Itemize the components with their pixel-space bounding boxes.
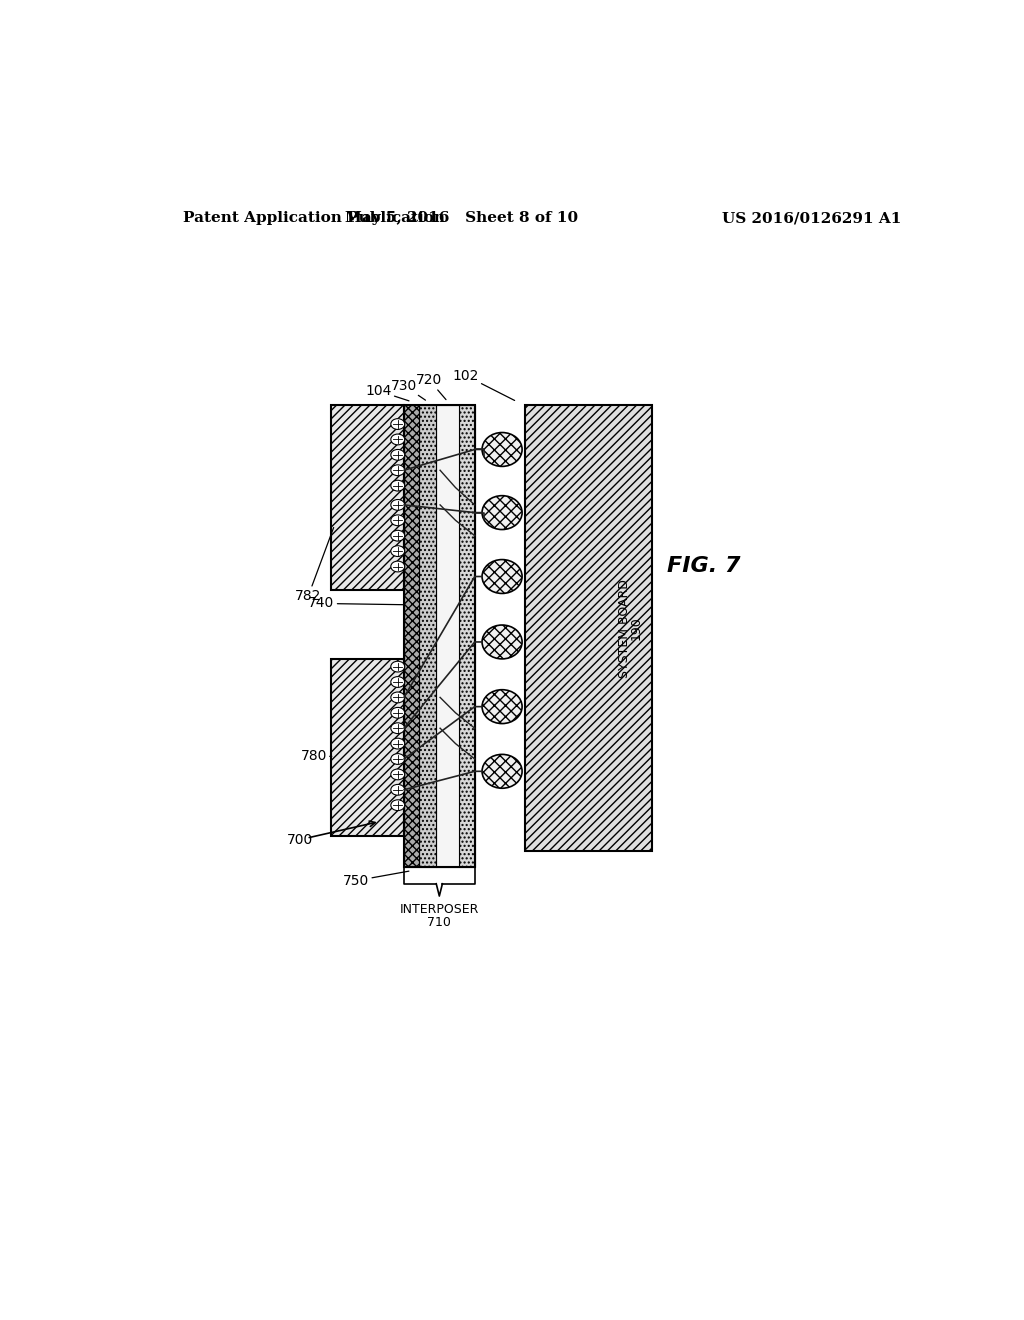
- Text: Patent Application Publication: Patent Application Publication: [183, 211, 444, 226]
- Bar: [331, 659, 403, 836]
- Text: 190: 190: [630, 616, 643, 640]
- Ellipse shape: [391, 434, 404, 445]
- Ellipse shape: [391, 480, 404, 491]
- Ellipse shape: [391, 465, 404, 475]
- Text: 104: 104: [366, 384, 409, 401]
- Ellipse shape: [391, 677, 404, 688]
- Ellipse shape: [391, 531, 404, 541]
- Ellipse shape: [482, 433, 522, 466]
- Bar: [460, 405, 475, 867]
- Ellipse shape: [391, 754, 404, 764]
- Text: 710: 710: [427, 916, 452, 929]
- Ellipse shape: [391, 692, 404, 702]
- Ellipse shape: [391, 450, 404, 461]
- Ellipse shape: [391, 800, 404, 810]
- Text: SYSTEM BOARD: SYSTEM BOARD: [618, 578, 632, 677]
- Ellipse shape: [482, 560, 522, 594]
- Ellipse shape: [391, 545, 404, 557]
- Ellipse shape: [391, 770, 404, 780]
- Ellipse shape: [482, 689, 522, 723]
- Ellipse shape: [391, 738, 404, 748]
- Text: 102: 102: [453, 368, 515, 400]
- Bar: [524, 405, 652, 851]
- Ellipse shape: [391, 515, 404, 525]
- Text: 740: 740: [308, 597, 421, 610]
- Text: FIG. 7: FIG. 7: [668, 557, 741, 577]
- Bar: [436, 405, 460, 867]
- Ellipse shape: [391, 708, 404, 718]
- Ellipse shape: [391, 723, 404, 734]
- Ellipse shape: [391, 418, 404, 429]
- Text: US 2016/0126291 A1: US 2016/0126291 A1: [722, 211, 901, 226]
- Bar: [419, 405, 436, 867]
- Ellipse shape: [482, 626, 522, 659]
- Ellipse shape: [391, 784, 404, 795]
- Text: 730: 730: [391, 379, 426, 400]
- Bar: [403, 405, 419, 867]
- Text: 780: 780: [300, 750, 332, 763]
- Ellipse shape: [391, 499, 404, 511]
- Text: 750: 750: [343, 871, 409, 887]
- Text: May 5, 2016   Sheet 8 of 10: May 5, 2016 Sheet 8 of 10: [345, 211, 579, 226]
- Ellipse shape: [391, 661, 404, 672]
- Text: 700: 700: [287, 833, 313, 847]
- Ellipse shape: [391, 561, 404, 572]
- Text: 720: 720: [416, 374, 446, 400]
- Ellipse shape: [482, 495, 522, 529]
- Text: INTERPOSER: INTERPOSER: [399, 903, 479, 916]
- Ellipse shape: [482, 755, 522, 788]
- Text: 782: 782: [295, 528, 334, 603]
- Bar: [403, 405, 475, 867]
- Bar: [331, 405, 403, 590]
